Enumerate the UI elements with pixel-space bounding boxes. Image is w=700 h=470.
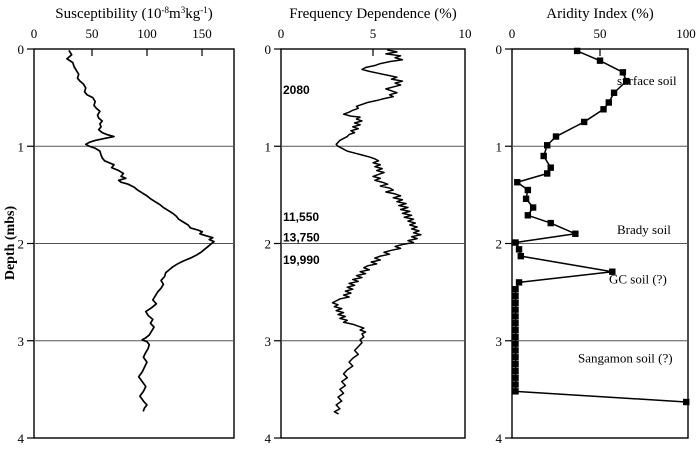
soil-label: GC soil (?) xyxy=(609,271,667,286)
depth-tick-label: 0 xyxy=(496,42,503,57)
depth-tick-label: 1 xyxy=(265,139,272,154)
data-point-marker xyxy=(512,292,519,300)
panel-aridity-index: Aridity Index (%) 0 50 100 0 1 xyxy=(496,6,696,446)
depth-tick-label: 4 xyxy=(18,431,25,446)
data-point-marker xyxy=(514,179,521,186)
data-point-marker xyxy=(512,326,519,334)
frequency-title: Frequency Dependence (%) xyxy=(289,6,456,22)
xtick-label: 50 xyxy=(86,26,99,41)
data-point-marker xyxy=(512,340,519,347)
data-point-marker xyxy=(600,106,607,113)
data-point-marker xyxy=(512,367,519,375)
data-point-marker xyxy=(619,69,627,76)
aridity-index-data-markers xyxy=(512,47,690,406)
data-point-marker xyxy=(547,219,554,227)
data-point-marker xyxy=(605,99,612,106)
annotation-label: 13,750 xyxy=(283,231,320,245)
data-point-marker xyxy=(512,320,519,327)
depth-tick-label: 4 xyxy=(496,431,503,446)
data-point-marker xyxy=(610,89,618,96)
data-point-marker xyxy=(529,204,537,211)
xtick-label: 10 xyxy=(459,26,472,41)
susceptibility-data-curve xyxy=(66,50,215,412)
data-point-marker xyxy=(544,170,551,177)
depth-tick-label: 3 xyxy=(18,334,25,349)
xtick-label: 100 xyxy=(137,26,157,41)
annotation-label: 2080 xyxy=(283,83,310,97)
susceptibility-title: Susceptibility (10-8m3kg-1) xyxy=(55,5,212,22)
data-point-marker xyxy=(517,252,524,260)
data-point-marker xyxy=(515,246,523,253)
data-point-marker xyxy=(609,268,616,275)
xtick-label: 0 xyxy=(31,26,38,41)
panel-susceptibility: Susceptibility (10-8m3kg-1) 0 50 100 150 xyxy=(3,5,235,446)
data-point-marker xyxy=(573,47,581,55)
xtick-label: 100 xyxy=(676,26,696,41)
aridity-xtick-labels: 0 50 100 xyxy=(509,26,696,41)
data-point-marker xyxy=(512,354,519,361)
depth-tick-label: 2 xyxy=(18,237,25,252)
data-point-marker xyxy=(552,133,560,140)
depth-tick-label: 0 xyxy=(265,42,272,57)
xtick-label: 5 xyxy=(370,26,377,41)
data-point-marker xyxy=(524,212,532,219)
data-point-marker xyxy=(512,299,519,307)
data-point-marker xyxy=(623,77,630,85)
data-point-marker xyxy=(580,118,588,126)
aridity-title: Aridity Index (%) xyxy=(546,6,653,22)
data-point-marker xyxy=(544,142,551,149)
panel-frequency-dependence: Frequency Dependence (%) 0 5 10 0 xyxy=(265,6,472,446)
susceptibility-xtick-labels: 0 50 100 150 xyxy=(31,26,212,41)
annotation-label: 11,550 xyxy=(283,210,319,224)
data-point-marker xyxy=(512,286,519,293)
depth-tick-label: 2 xyxy=(496,237,503,252)
data-point-marker xyxy=(512,239,519,246)
data-point-marker xyxy=(547,164,554,171)
depth-tick-label: 1 xyxy=(496,139,503,154)
depth-axis-title: Depth (mbs) xyxy=(3,206,18,281)
data-point-marker xyxy=(522,195,530,202)
depth-axis-labels: 0 1 2 3 4 xyxy=(18,42,25,446)
annotation-label: 19,990 xyxy=(283,253,320,267)
frequency-depth-labels: 0 1 2 3 4 xyxy=(265,42,272,446)
frequency-dependence-data-curve xyxy=(331,49,422,415)
data-point-marker xyxy=(512,360,519,368)
data-point-marker xyxy=(596,57,604,64)
data-point-marker xyxy=(572,230,579,237)
data-point-marker xyxy=(512,347,519,354)
soil-label: Brady soil xyxy=(617,222,671,237)
frequency-date-annotations: 2080 11,550 13,750 19,990 xyxy=(283,83,320,267)
depth-tick-label: 1 xyxy=(18,139,25,154)
soil-label: Sangamon soil (?) xyxy=(578,350,673,365)
aridity-plot-frame xyxy=(505,48,689,439)
data-point-marker xyxy=(512,374,519,381)
xtick-label: 150 xyxy=(192,26,212,41)
soil-label: surface soil xyxy=(617,73,677,88)
data-point-marker xyxy=(512,306,519,313)
xtick-label: 0 xyxy=(509,26,516,41)
data-point-marker xyxy=(683,398,690,406)
xtick-label: 0 xyxy=(278,26,285,41)
depth-tick-label: 3 xyxy=(265,334,272,349)
depth-tick-label: 4 xyxy=(265,431,272,446)
data-point-marker xyxy=(512,388,519,395)
data-point-marker xyxy=(515,279,523,286)
data-point-marker xyxy=(540,152,547,160)
data-point-marker xyxy=(512,333,519,341)
data-point-marker xyxy=(524,186,532,194)
data-point-marker xyxy=(512,381,519,388)
aridity-depth-labels: 0 1 2 3 4 xyxy=(496,42,503,446)
depth-tick-label: 2 xyxy=(265,237,272,252)
xtick-label: 50 xyxy=(594,26,607,41)
frequency-xtick-labels: 0 5 10 xyxy=(278,26,472,41)
data-point-marker xyxy=(512,313,519,320)
depth-tick-label: 0 xyxy=(18,42,25,57)
frequency-plot-frame xyxy=(274,48,466,439)
soil-horizon-labels: surface soil Brady soil GC soil (?) Sang… xyxy=(578,73,677,365)
depth-tick-label: 3 xyxy=(496,334,503,349)
susceptibility-plot-frame xyxy=(27,48,235,439)
